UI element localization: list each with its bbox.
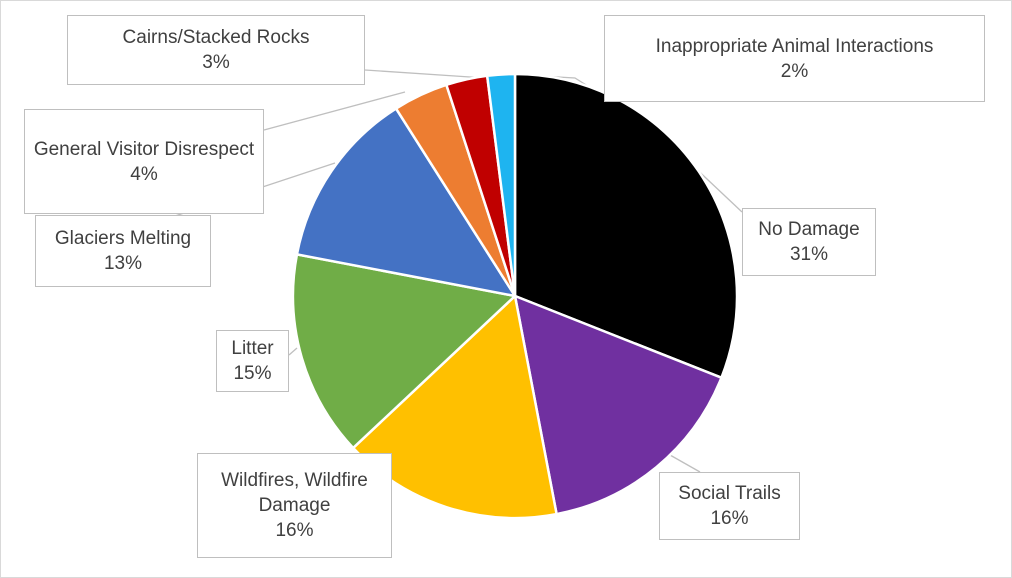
data-label-percent: 15% bbox=[233, 363, 272, 384]
data-label-percent: 4% bbox=[130, 163, 158, 185]
data-label-percent: 16% bbox=[710, 508, 749, 529]
data-label-name: Social Trails bbox=[678, 483, 781, 504]
data-label-name: Glaciers Melting bbox=[54, 228, 192, 249]
data-label-name: Litter bbox=[231, 338, 274, 359]
data-label-percent: 13% bbox=[103, 253, 143, 274]
data-label-percent: 2% bbox=[780, 60, 809, 82]
pie-slice-glaciers-melting bbox=[295, 107, 517, 298]
pie-slice-social-trails bbox=[513, 294, 723, 516]
data-label-cairns-stacked-rocks: Cairns/Stacked Rocks 3% bbox=[67, 15, 365, 85]
data-label-litter: Litter 15% bbox=[216, 330, 289, 392]
data-label-name: General Visitor Disrespect bbox=[33, 138, 255, 160]
data-label-no-damage: No Damage 31% bbox=[742, 208, 876, 276]
pie-slice-litter bbox=[291, 253, 517, 450]
data-label-social-trails: Social Trails 16% bbox=[659, 472, 800, 540]
data-label-inappropriate-animal-interactions: Inappropriate Animal Interactions 2% bbox=[604, 15, 985, 102]
data-label-percent: 16% bbox=[275, 520, 314, 541]
leader-disrespect bbox=[263, 91, 406, 131]
pie-slices bbox=[291, 72, 739, 520]
leader-social-trails bbox=[669, 454, 701, 473]
data-label-percent: 31% bbox=[789, 244, 829, 265]
data-label-name: No Damage bbox=[758, 219, 860, 240]
leader-litter bbox=[288, 347, 298, 356]
data-label-percent: 3% bbox=[202, 52, 230, 73]
data-label-name: Wildfires, Wildfire Damage bbox=[221, 470, 368, 516]
data-label-general-visitor-disrespect: General Visitor Disrespect 4% bbox=[24, 109, 264, 214]
pie-slice-no-damage bbox=[513, 72, 739, 379]
data-label-name: Cairns/Stacked Rocks bbox=[122, 27, 310, 48]
data-label-glaciers-melting: Glaciers Melting 13% bbox=[35, 215, 211, 287]
data-label-wildfires-wildfire-damage: Wildfires, Wildfire Damage 16% bbox=[197, 453, 392, 558]
pie-slice-inappropriate-animal-interactions bbox=[485, 72, 517, 298]
data-label-name: Inappropriate Animal Interactions bbox=[655, 35, 934, 57]
